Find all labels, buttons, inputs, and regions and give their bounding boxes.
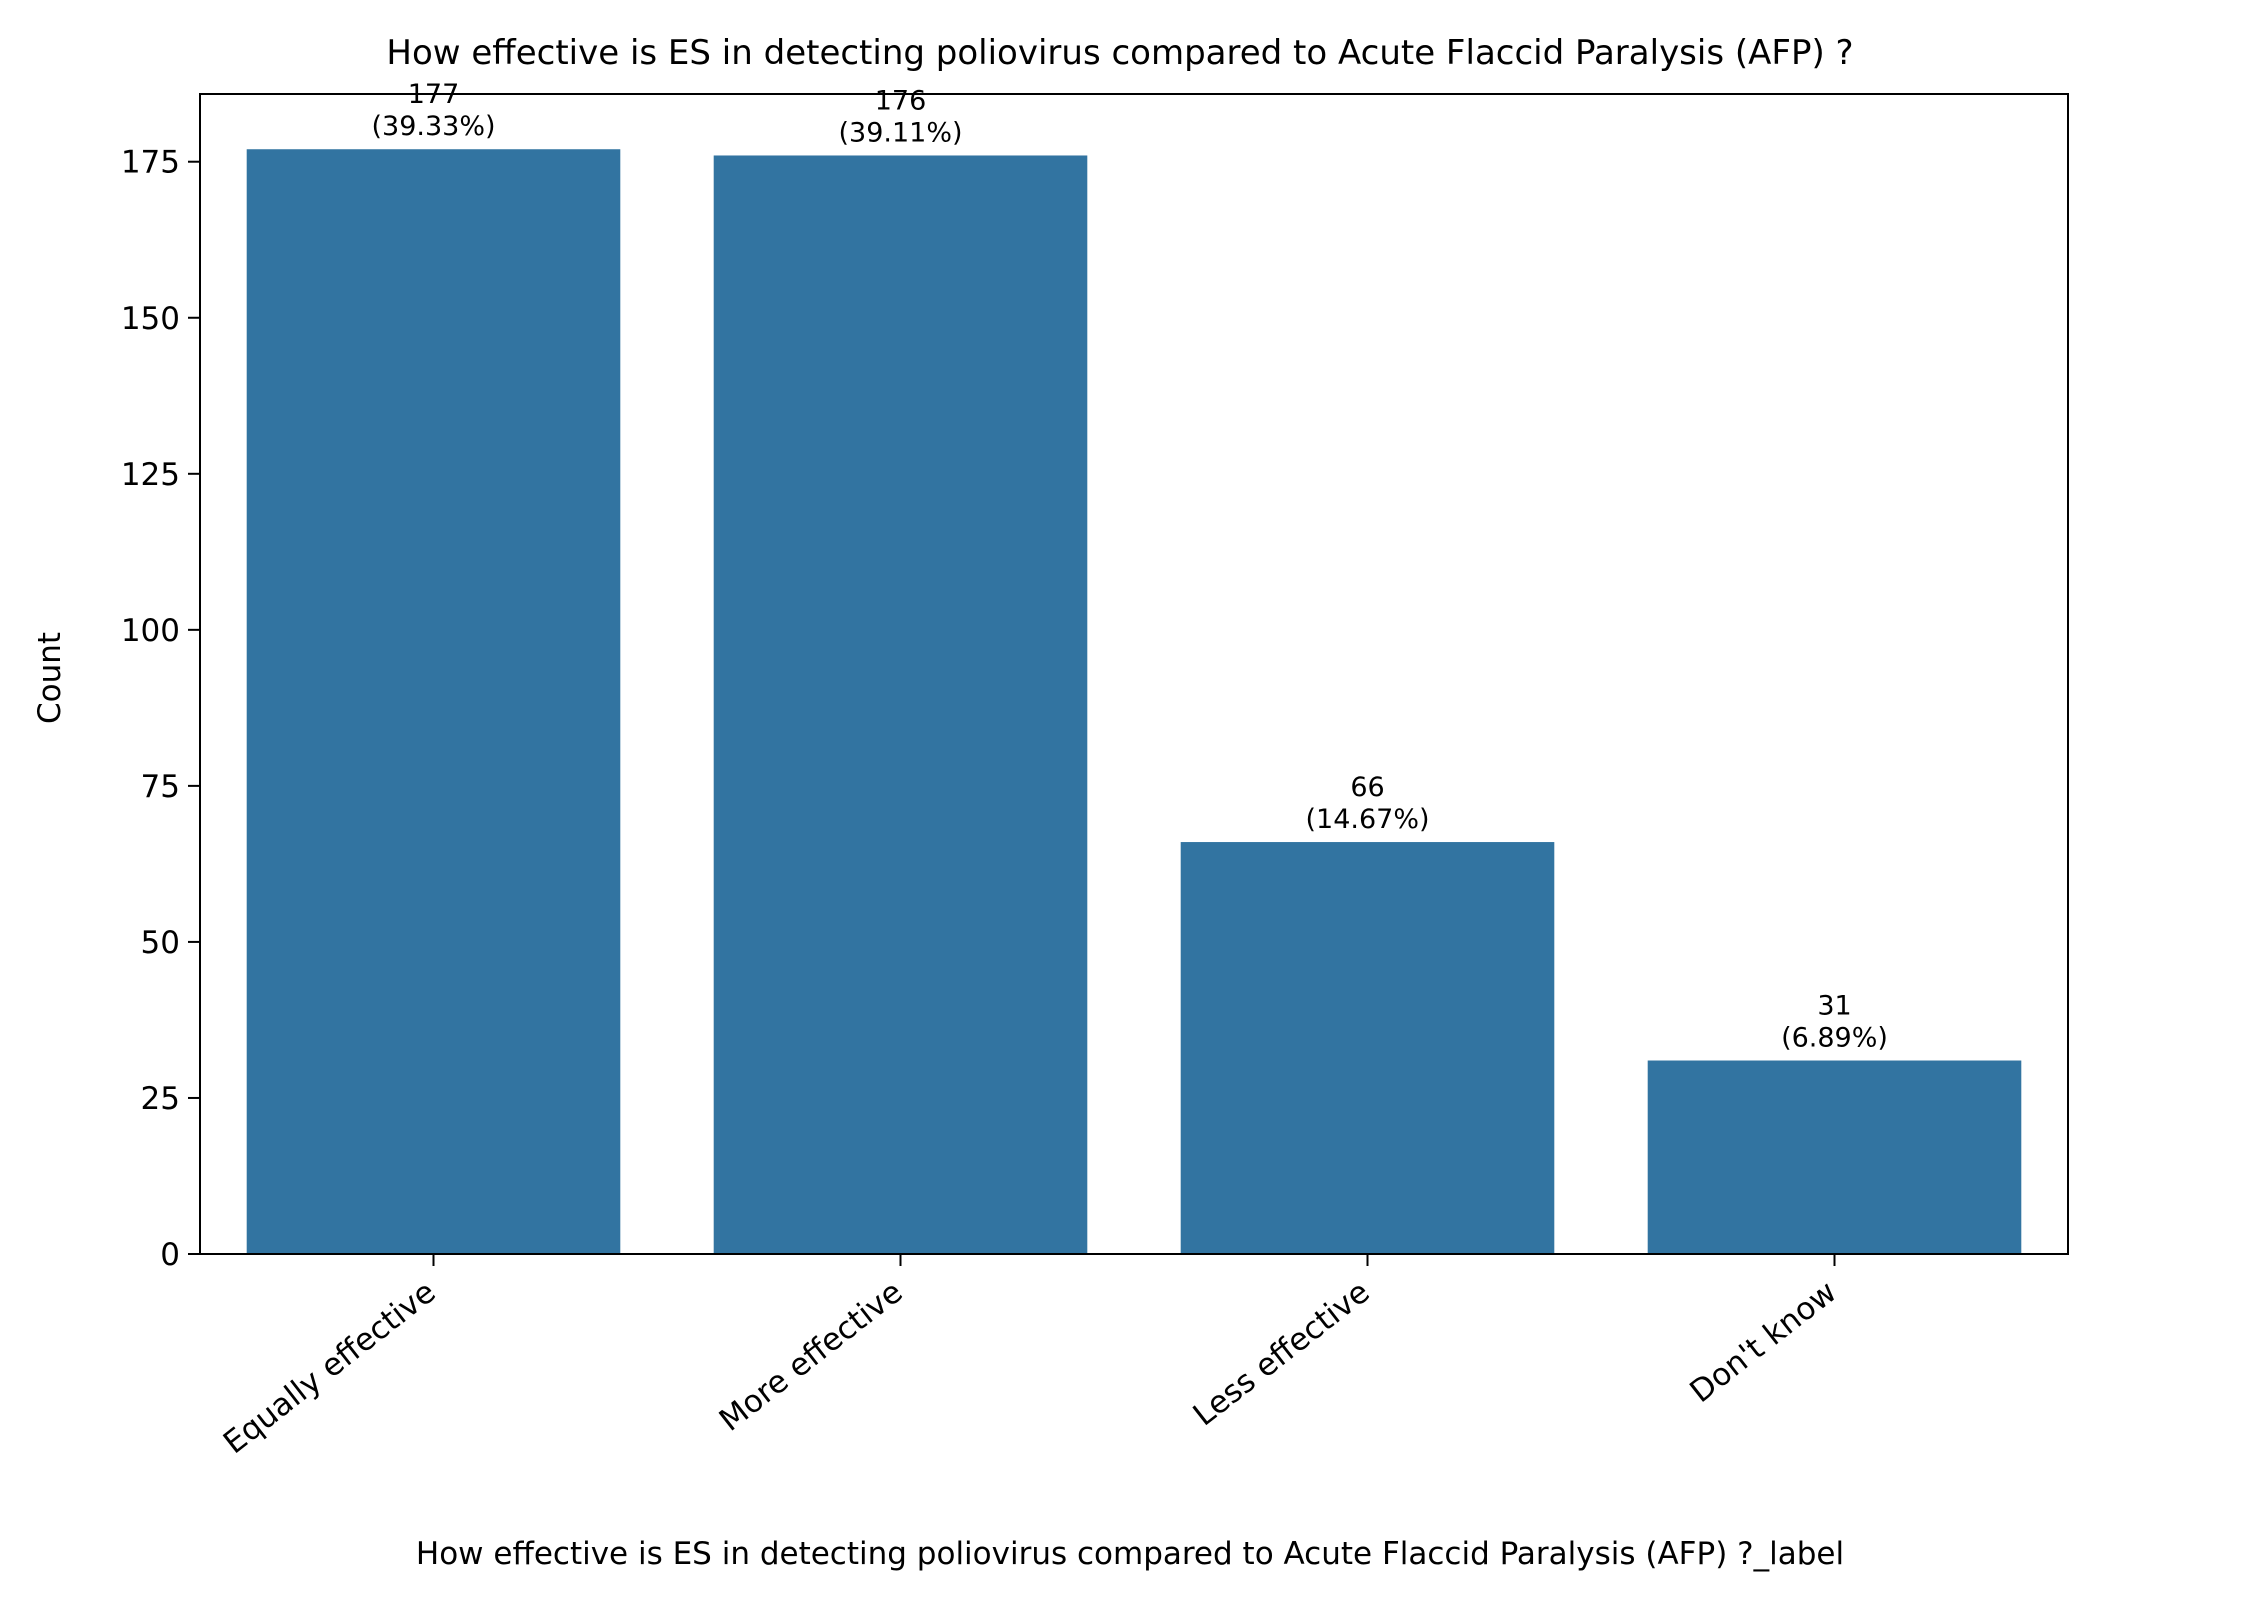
y-tick-label: 75 — [141, 769, 180, 805]
chart-title: How effective is ES in detecting poliovi… — [386, 33, 1853, 73]
y-tick-label: 25 — [141, 1081, 180, 1117]
y-tick-label: 125 — [121, 457, 180, 493]
bar-labels-group: 177(39.33%)176(39.11%)66(14.67%)31(6.89%… — [371, 79, 1887, 1053]
x-axis-ticks: Equally effective More effective Less effe… — [217, 1254, 1843, 1461]
x-tick-label: Less effective — [1187, 1274, 1377, 1433]
y-tick-label: 175 — [121, 145, 180, 181]
bar-value-label: 66 — [1350, 772, 1384, 803]
bar-percent-label: (39.11%) — [838, 117, 962, 148]
y-axis-ticks: 0 25 50 75 100 125 150 175 — [121, 145, 200, 1273]
y-tick-label: 100 — [121, 613, 180, 649]
bar-percent-label: (39.33%) — [371, 111, 495, 142]
bar-2 — [1180, 842, 1555, 1254]
y-tick-label: 50 — [141, 925, 180, 961]
bar-0 — [246, 149, 621, 1255]
bar-3 — [1647, 1060, 2022, 1254]
bar-1 — [713, 155, 1088, 1254]
bar-percent-label: (14.67%) — [1305, 804, 1429, 835]
y-tick-label: 0 — [160, 1237, 180, 1273]
x-tick-label: Equally effective — [217, 1274, 443, 1461]
y-tick-label: 150 — [121, 301, 180, 337]
bar-value-label: 31 — [1817, 991, 1851, 1022]
bars-group — [246, 149, 2022, 1255]
x-axis-label: How effective is ES in detecting poliovi… — [416, 1536, 1844, 1572]
x-tick-label: Don't know — [1683, 1274, 1843, 1410]
bar-percent-label: (6.89%) — [1781, 1023, 1888, 1054]
bar-value-label: 176 — [875, 85, 927, 116]
x-tick-label: More effective — [713, 1274, 910, 1439]
y-axis-label: Count — [32, 632, 68, 724]
plot-frame — [199, 93, 2069, 1255]
